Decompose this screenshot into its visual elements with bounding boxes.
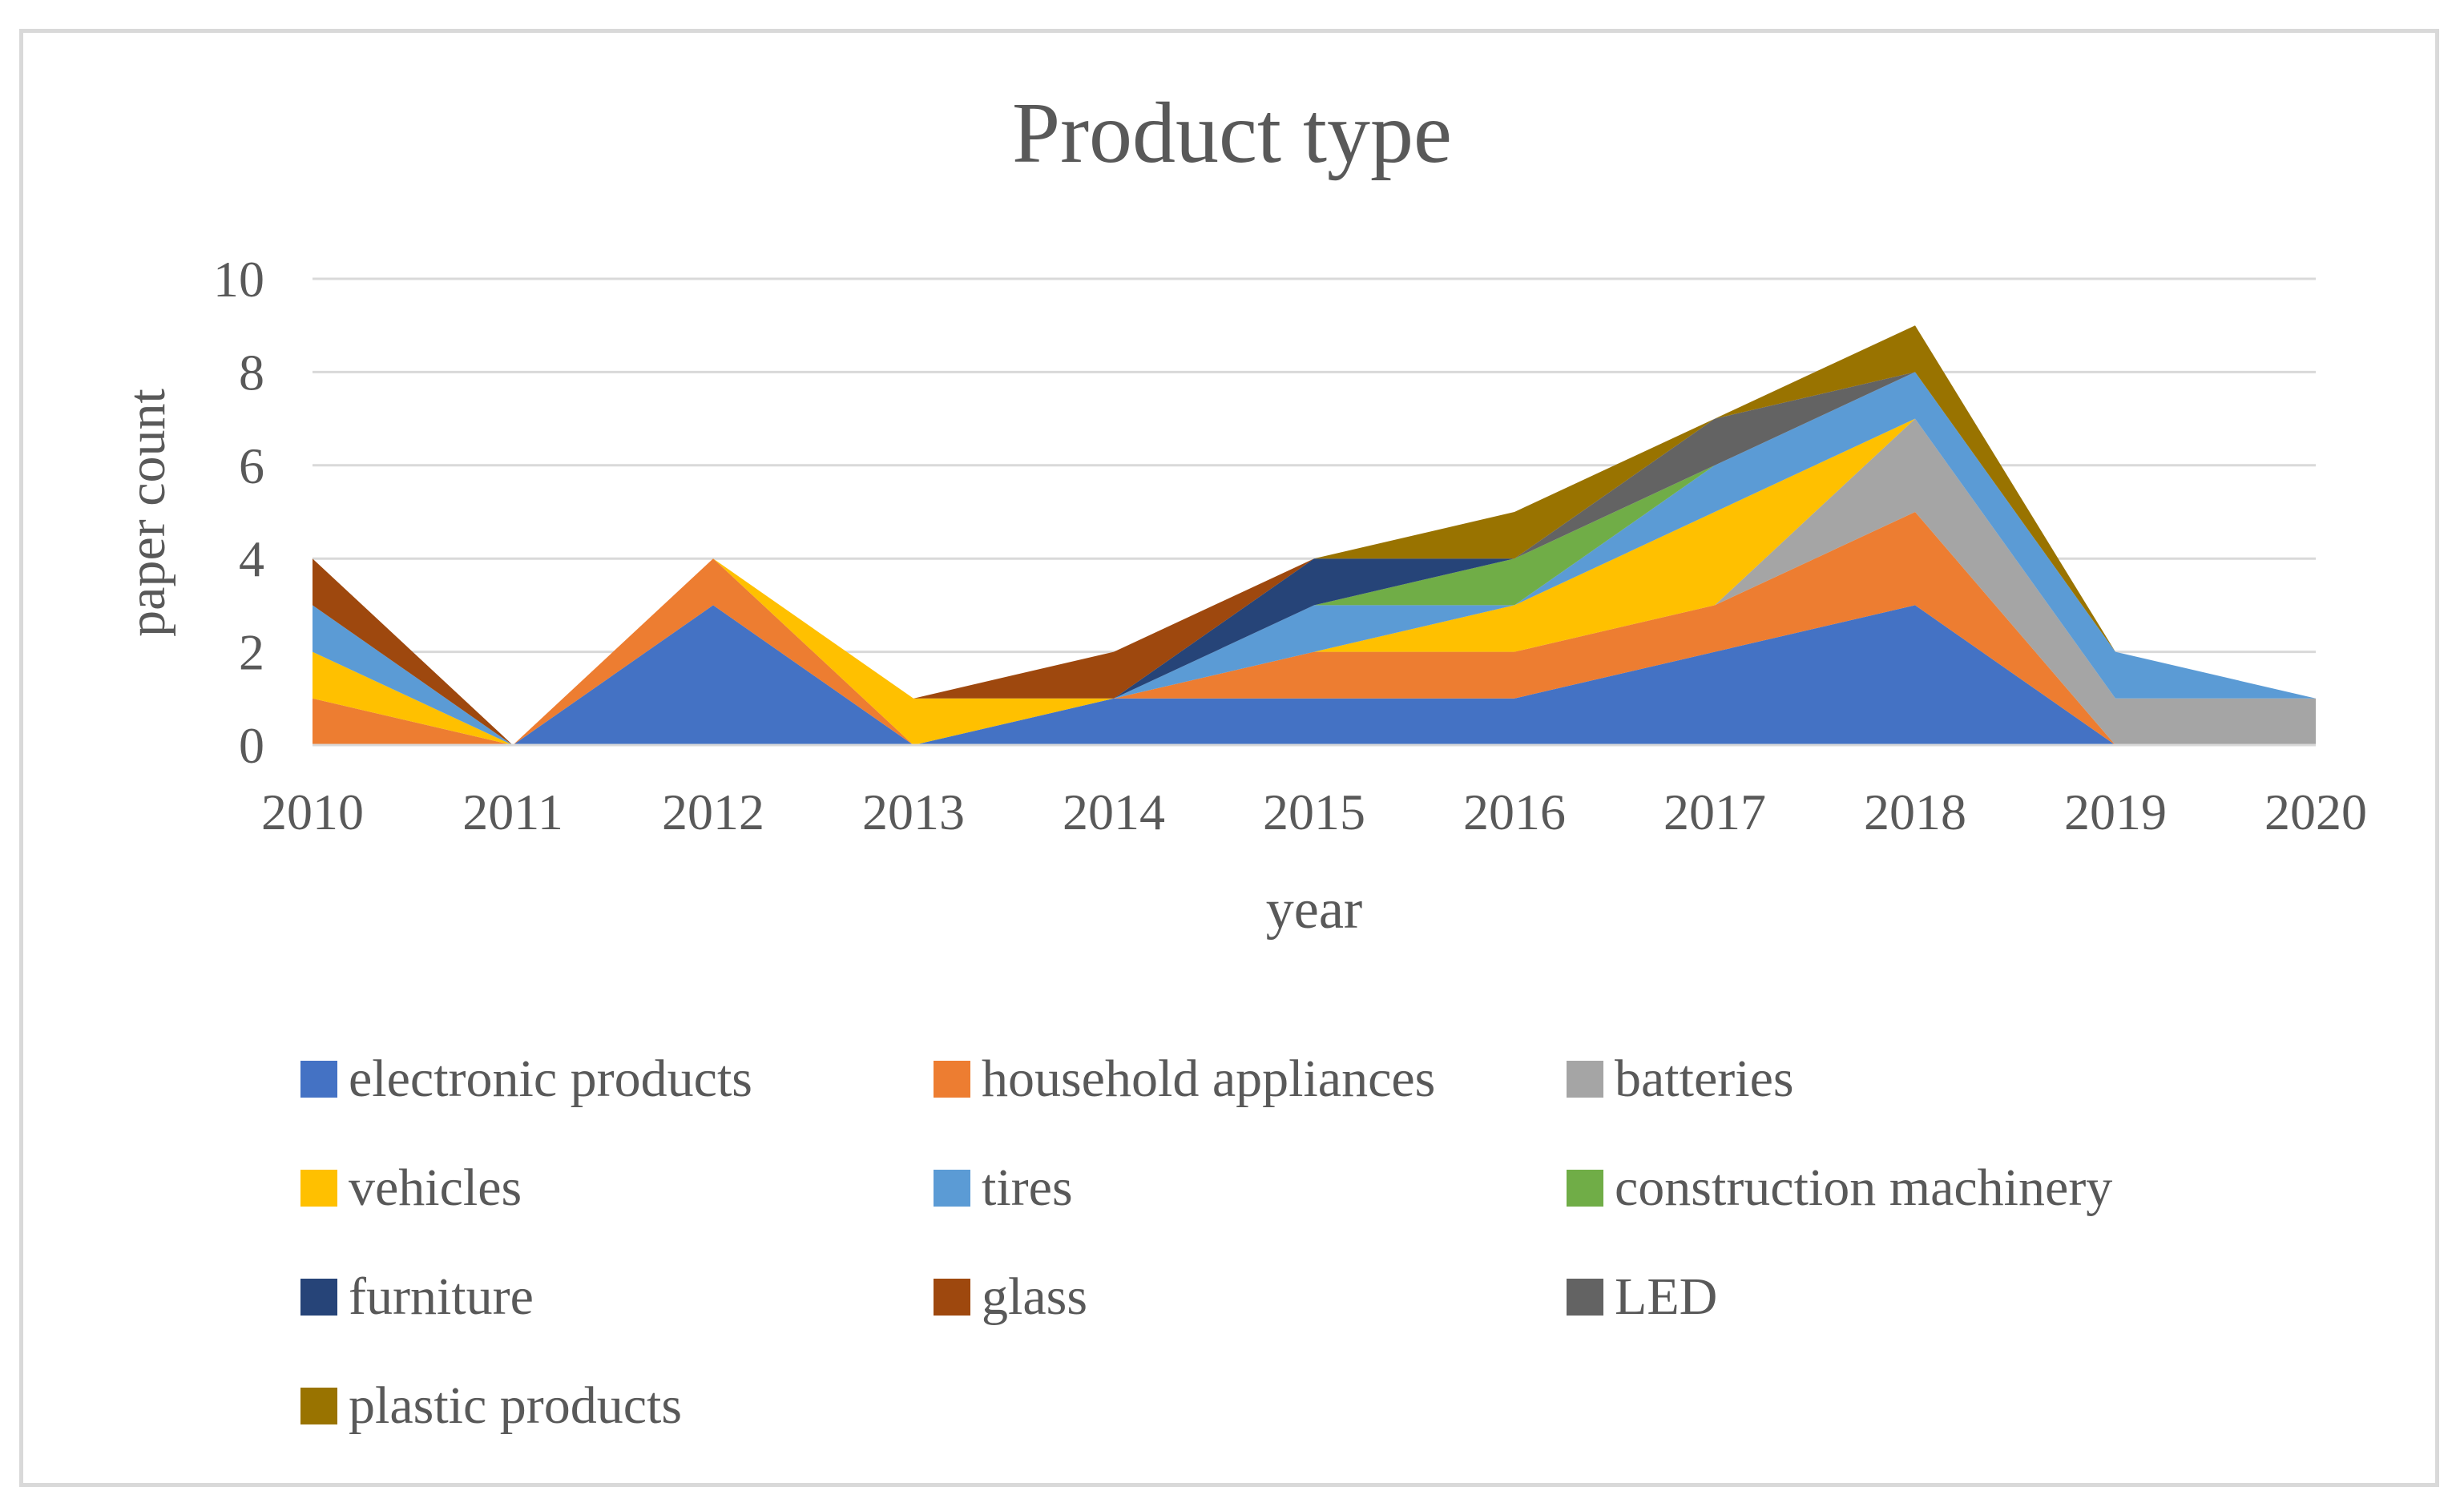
legend-item: glass — [934, 1263, 1567, 1331]
x-tick-label: 2018 — [1864, 784, 1966, 840]
y-tick-label: 10 — [213, 251, 264, 308]
x-tick-label: 2019 — [2064, 784, 2167, 840]
legend-item: furniture — [300, 1263, 934, 1331]
y-axis-label: paper count — [118, 389, 176, 637]
legend-swatch — [934, 1061, 970, 1098]
x-tick-label: 2012 — [662, 784, 764, 840]
x-tick-label: 2020 — [2264, 784, 2367, 840]
legend-label: glass — [982, 1267, 1087, 1326]
legend-label: plastic products — [349, 1376, 683, 1435]
y-tick-label: 0 — [239, 717, 264, 774]
legend: electronic products household appliances b… — [300, 1046, 2224, 1440]
x-tick-label: 2017 — [1664, 784, 1766, 840]
x-tick-label: 2013 — [862, 784, 965, 840]
area-electronic-products — [313, 605, 2316, 745]
legend-swatch — [300, 1388, 337, 1424]
area-tires — [313, 372, 2316, 745]
y-tick-label: 8 — [239, 344, 264, 401]
legend-item: construction machinery — [1567, 1154, 2208, 1222]
legend-label: tires — [982, 1158, 1073, 1217]
legend-swatch — [300, 1170, 337, 1207]
legend-swatch — [1567, 1170, 1603, 1207]
legend-label: batteries — [1615, 1050, 1794, 1108]
legend-item: household appliances — [934, 1046, 1567, 1113]
legend-label: LED — [1615, 1267, 1718, 1326]
x-axis-tick-labels: 2010 2011 2012 2013 2014 2015 2016 2017 2018 2019… — [261, 784, 2367, 840]
area-vehicles — [313, 418, 2316, 745]
chart-title: Product type — [1012, 86, 1452, 181]
legend-item: plastic products — [300, 1372, 934, 1440]
y-tick-label: 2 — [239, 624, 264, 681]
x-tick-label: 2014 — [1063, 784, 1165, 840]
legend-label: household appliances — [982, 1050, 1436, 1108]
legend-item: batteries — [1567, 1046, 2208, 1113]
legend-swatch — [300, 1061, 337, 1098]
legend-swatch — [300, 1279, 337, 1316]
legend-swatch — [1567, 1279, 1603, 1316]
legend-swatch — [934, 1170, 970, 1207]
y-tick-label: 4 — [239, 530, 264, 587]
y-tick-label: 6 — [239, 437, 264, 494]
x-tick-label: 2016 — [1463, 784, 1566, 840]
y-axis-tick-labels: 0 2 4 6 8 10 — [213, 251, 264, 774]
x-tick-label: 2011 — [462, 784, 563, 840]
series-areas — [313, 325, 2316, 745]
legend-swatch — [1567, 1061, 1603, 1098]
legend-label: furniture — [349, 1267, 534, 1326]
legend-item: vehicles — [300, 1154, 934, 1222]
legend-item: tires — [934, 1154, 1567, 1222]
legend-label: construction machinery — [1615, 1158, 2113, 1217]
area-household-appliances — [313, 512, 2316, 745]
x-axis-label: year — [1266, 879, 1362, 941]
legend-item: LED — [1567, 1263, 2208, 1331]
x-tick-label: 2010 — [261, 784, 364, 840]
legend-label: electronic products — [349, 1050, 752, 1108]
chart-frame — [19, 29, 2439, 1487]
legend-label: vehicles — [349, 1158, 522, 1217]
legend-item: electronic products — [300, 1046, 934, 1113]
area-batteries — [313, 418, 2316, 745]
x-tick-label: 2015 — [1263, 784, 1365, 840]
legend-swatch — [934, 1279, 970, 1316]
